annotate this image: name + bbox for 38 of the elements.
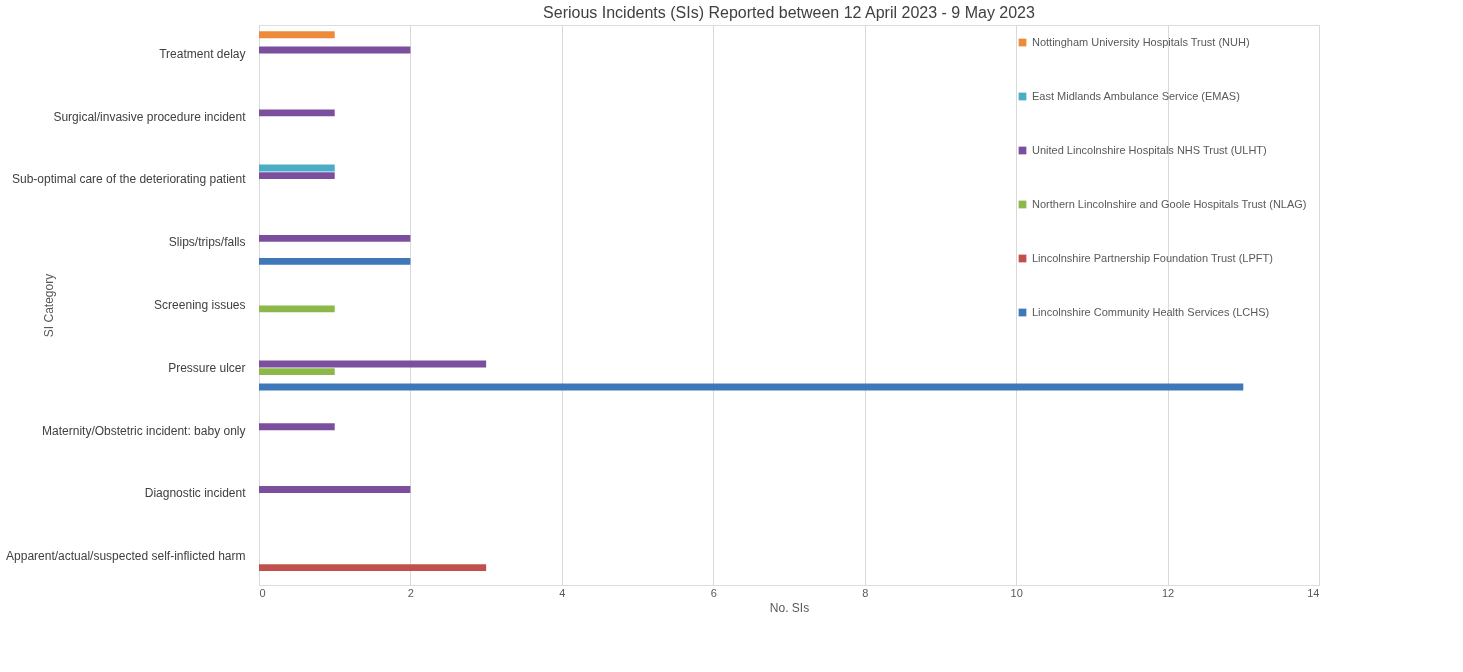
y-tick-label: Apparent/actual/suspected self-inflicted harm bbox=[6, 549, 246, 564]
chart-title: Serious Incidents (SIs) Reported between 12 April 2023 - 9 May 2023 bbox=[543, 4, 1036, 21]
legend-label: East Midlands Ambulance Service (EMAS) bbox=[1032, 89, 1240, 102]
bar bbox=[259, 486, 411, 493]
bar bbox=[259, 31, 335, 39]
bar bbox=[259, 564, 487, 572]
legend-label: Northern Lincolnshire and Goole Hospitals Trust (NLAG) bbox=[1032, 197, 1307, 210]
bar bbox=[259, 172, 335, 180]
legend-label: Lincolnshire Partnership Foundation Trust (LPFT) bbox=[1032, 251, 1273, 264]
x-tick-label: 2 bbox=[407, 586, 414, 599]
x-tick-label: 10 bbox=[1010, 586, 1023, 599]
x-tick-label: 8 bbox=[862, 586, 869, 599]
y-tick-label: Pressure ulcer bbox=[168, 360, 246, 375]
x-tick-label: 0 bbox=[259, 586, 266, 599]
bar bbox=[259, 234, 411, 242]
y-tick-label: Diagnostic incident bbox=[144, 486, 247, 501]
legend-label: United Lincolnshire Hospitals NHS Trust (ULHT) bbox=[1032, 143, 1267, 156]
legend-label: Nottingham University Hospitals Trust (NUH) bbox=[1032, 35, 1250, 48]
bar bbox=[259, 423, 335, 431]
x-axis-title: No. SIs bbox=[769, 600, 810, 615]
bar bbox=[259, 368, 335, 376]
y-tick-label: Maternity/Obstetric incident: baby only bbox=[42, 423, 246, 438]
y-tick-label: Surgical/invasive procedure incident bbox=[53, 109, 247, 124]
x-tick-label: 6 bbox=[710, 586, 717, 599]
bar bbox=[259, 383, 1244, 391]
y-tick-label: Screening issues bbox=[154, 298, 246, 312]
x-tick-label: 12 bbox=[1161, 586, 1175, 599]
y-axis-title: SI Category bbox=[41, 273, 56, 338]
x-tick-label: 4 bbox=[559, 586, 566, 599]
y-tick-label: Treatment delay bbox=[159, 46, 246, 61]
legend-label: Lincolnshire Community Health Services (LCHS) bbox=[1032, 305, 1270, 318]
y-tick-label: Slips/trips/falls bbox=[168, 235, 246, 250]
bar bbox=[259, 109, 335, 117]
bar bbox=[259, 164, 335, 172]
x-tick-label: 14 bbox=[1307, 586, 1320, 599]
y-tick-label: Sub-optimal care of the deteriorating patient bbox=[12, 172, 247, 187]
bar bbox=[259, 305, 335, 313]
bar bbox=[259, 257, 411, 265]
